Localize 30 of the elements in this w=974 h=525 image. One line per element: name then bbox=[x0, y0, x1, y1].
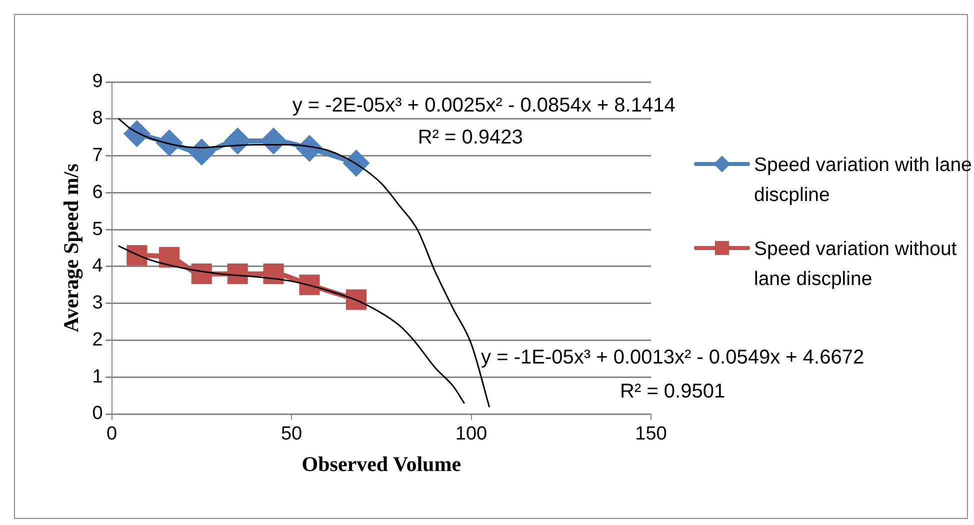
y-tick-label: 6 bbox=[92, 182, 103, 203]
point bbox=[299, 274, 320, 296]
annotation: y = -2E-05x³ + 0.0025x² - 0.0854x + 8.1414 bbox=[292, 94, 676, 116]
point bbox=[225, 128, 250, 154]
y-tick-label: 1 bbox=[92, 366, 103, 388]
point bbox=[191, 264, 212, 284]
point bbox=[263, 264, 284, 284]
y-tick-label: 3 bbox=[92, 292, 103, 314]
x-tick-label: 50 bbox=[280, 424, 302, 445]
point bbox=[189, 140, 214, 165]
x-tick-label: 150 bbox=[635, 424, 667, 445]
x-tick-label: 0 bbox=[106, 424, 118, 445]
y-tick-label: 5 bbox=[92, 218, 103, 240]
y-tick-label: 2 bbox=[92, 329, 103, 350]
legend-label: Speed variation with lane discpline bbox=[754, 153, 973, 208]
y-axis-title: Average Speed m/s bbox=[59, 164, 84, 332]
y-tick-label: 7 bbox=[92, 145, 103, 166]
y-tick-label: 4 bbox=[92, 256, 104, 277]
x-axis-title: Observed Volume bbox=[302, 452, 462, 476]
legend-label: Speed variation without lane discpline bbox=[754, 237, 958, 292]
line-series bbox=[118, 245, 465, 404]
annotation: y = -1E-05x³ + 0.0013x² - 0.0549x + 4.6672 bbox=[481, 346, 864, 368]
x-tick-label: 100 bbox=[455, 424, 488, 445]
y-tick-label: 0 bbox=[92, 403, 103, 424]
annotation: R² = 0.9501 bbox=[620, 380, 726, 403]
y-tick-label: 9 bbox=[92, 71, 103, 92]
point bbox=[261, 128, 286, 154]
point bbox=[159, 246, 180, 268]
y-tick-label: 8 bbox=[92, 108, 103, 130]
annotation: R² = 0.9423 bbox=[418, 126, 523, 149]
